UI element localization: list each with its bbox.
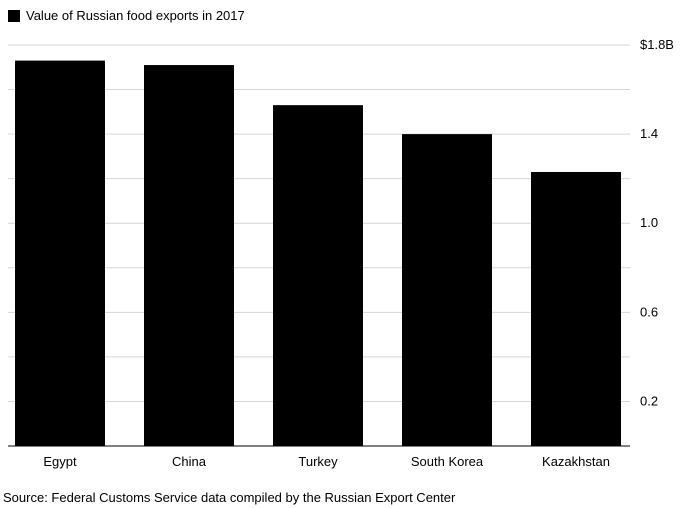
category-label: South Korea [411, 454, 484, 469]
bar-turkey [273, 105, 363, 447]
category-label: China [172, 454, 207, 469]
y-tick-label: 0.6 [640, 304, 658, 319]
category-label: Kazakhstan [542, 454, 610, 469]
y-tick-label: 1.4 [640, 126, 658, 141]
chart-legend: Value of Russian food exports in 2017 [8, 8, 245, 23]
bar-china [144, 65, 234, 447]
legend-swatch [8, 9, 20, 22]
bar-south-korea [402, 134, 492, 446]
legend-label: Value of Russian food exports in 2017 [26, 8, 245, 23]
category-label: Egypt [43, 454, 77, 469]
y-tick-label: $1.8B [640, 37, 674, 52]
bar-egypt [15, 60, 105, 446]
category-label: Turkey [298, 454, 338, 469]
y-tick-label: 0.2 [640, 393, 658, 408]
bar-kazakhstan [531, 171, 621, 446]
source-note: Source: Federal Customs Service data com… [3, 490, 456, 505]
y-tick-label: 1.0 [640, 215, 658, 230]
